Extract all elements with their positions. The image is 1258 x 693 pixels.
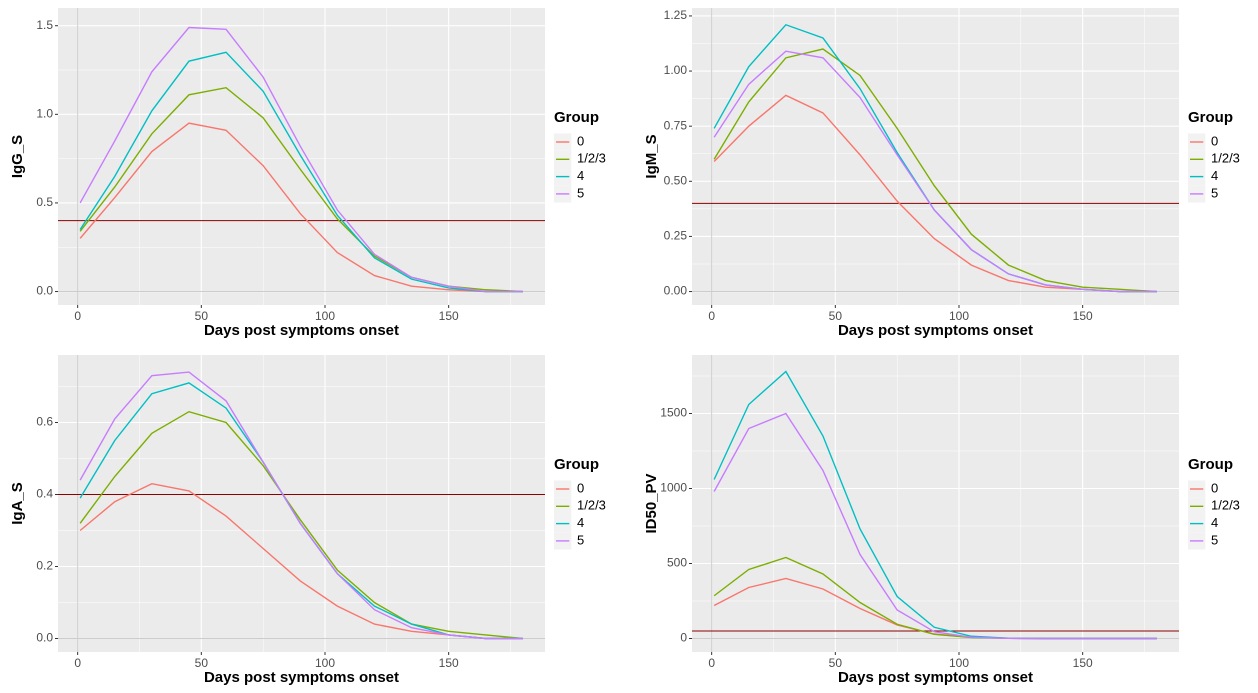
- legend-title: Group: [1188, 109, 1233, 126]
- line-series: [79, 371, 523, 640]
- y-tick-label: 0.00: [664, 284, 688, 298]
- x-tick-label: 0: [74, 309, 81, 323]
- x-tick-label: 150: [439, 309, 459, 323]
- y-tick-label: 0.5: [36, 195, 53, 209]
- x-tick-label: 100: [949, 309, 969, 323]
- plot-background: [692, 8, 1179, 305]
- y-tick-label: 0.4: [36, 487, 53, 501]
- legend-label: 1/2/3: [577, 151, 606, 166]
- x-axis-title: Days post symptoms onset: [204, 669, 399, 686]
- y-tick-label: 0.50: [664, 173, 688, 187]
- y-axis-title: ID50_PV: [643, 473, 660, 533]
- legend-label: 5: [1211, 185, 1218, 200]
- line-series: [713, 412, 1157, 640]
- y-tick-label: 1.25: [664, 8, 688, 22]
- legend-label: 5: [577, 185, 584, 200]
- x-tick-label: 150: [439, 656, 459, 670]
- legend-label: 0: [577, 480, 584, 495]
- legend-label: 0: [577, 133, 584, 148]
- x-axis-title: Days post symptoms onset: [838, 669, 1033, 686]
- y-tick-label: 0.75: [664, 118, 688, 132]
- x-tick-label: 150: [1073, 309, 1093, 323]
- x-axis-title: Days post symptoms onset: [838, 322, 1033, 339]
- y-tick-label: 500: [667, 556, 687, 570]
- y-axis-title: IgM_S: [643, 134, 660, 178]
- x-tick-label: 100: [315, 309, 335, 323]
- x-tick-label: 50: [829, 309, 843, 323]
- line-series: [713, 50, 1157, 293]
- legend-label: 0: [1211, 480, 1218, 495]
- legend-label: 4: [577, 515, 584, 530]
- y-tick-label: 1.00: [664, 63, 688, 77]
- x-tick-label: 100: [315, 656, 335, 670]
- y-tick-label: 0.6: [36, 415, 53, 429]
- legend-label: 4: [1211, 515, 1218, 530]
- y-tick-label: 0.2: [36, 559, 53, 573]
- x-tick-label: 150: [1073, 656, 1093, 670]
- legend-label: 1/2/3: [577, 498, 606, 513]
- y-tick-label: 0.0: [36, 284, 53, 298]
- x-tick-label: 0: [708, 656, 715, 670]
- line-series: [79, 122, 523, 293]
- legend-label: 0: [1211, 133, 1218, 148]
- line-series: [79, 410, 523, 640]
- legend-label: 5: [1211, 532, 1218, 547]
- y-axis-title: IgA_S: [9, 482, 26, 525]
- legend-title: Group: [554, 456, 599, 473]
- y-tick-label: 1.0: [36, 106, 53, 120]
- x-tick-label: 0: [74, 656, 81, 670]
- plot-background: [692, 355, 1179, 652]
- legend-label: 4: [577, 168, 584, 183]
- legend-label: 4: [1211, 168, 1218, 183]
- legend-label: 1/2/3: [1211, 498, 1240, 513]
- y-tick-label: 1500: [660, 406, 687, 420]
- line-series: [79, 26, 523, 293]
- y-tick-label: 1.5: [36, 18, 53, 32]
- legend-title: Group: [1188, 456, 1233, 473]
- x-tick-label: 0: [708, 309, 715, 323]
- legend-label: 1/2/3: [1211, 151, 1240, 166]
- line-series: [713, 48, 1157, 293]
- x-tick-label: 100: [949, 656, 969, 670]
- y-tick-label: 0: [680, 631, 687, 645]
- y-tick-label: 0.25: [664, 229, 688, 243]
- x-tick-label: 50: [195, 309, 209, 323]
- y-tick-label: 1000: [660, 481, 687, 495]
- legend-title: Group: [554, 109, 599, 126]
- legend-label: 5: [577, 532, 584, 547]
- y-tick-label: 0.0: [36, 631, 53, 645]
- x-tick-label: 50: [829, 656, 843, 670]
- x-axis-title: Days post symptoms onset: [204, 322, 399, 339]
- x-tick-label: 50: [195, 656, 209, 670]
- line-series: [79, 51, 523, 293]
- y-axis-title: IgG_S: [9, 135, 26, 178]
